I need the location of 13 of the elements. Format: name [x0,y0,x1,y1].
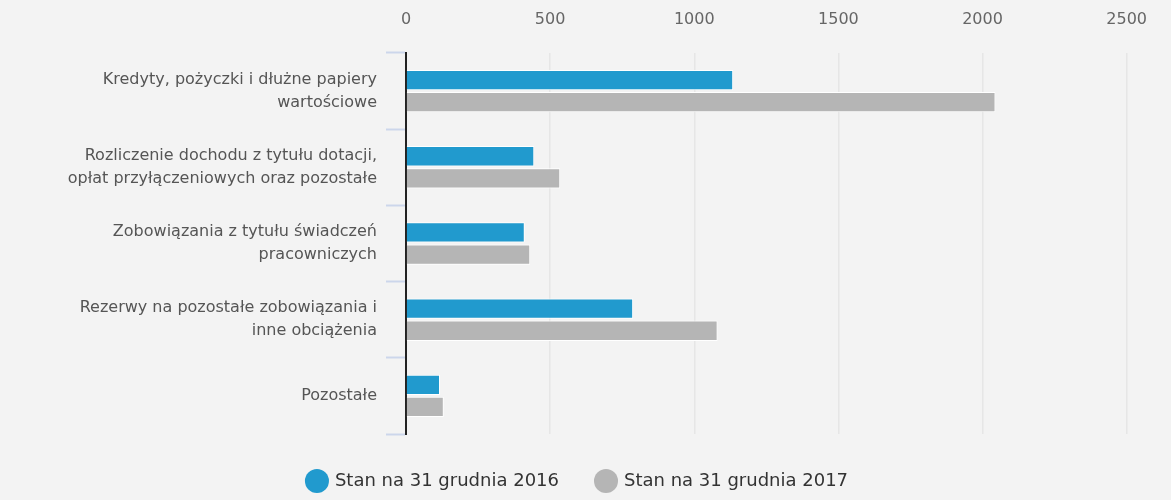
x-tick-label: 2500 [1106,8,1147,28]
x-tick-label: 500 [534,8,566,28]
x-tick-label: 2000 [962,8,1003,28]
x-tick-label: 0 [400,8,412,28]
y-tick-label: Kredyty, pożyczki i dłużne papiery wartościowe [102,68,377,111]
y-tick-label: Zobowiązania z tytułu świadczeń pracowniczych [112,221,377,264]
legend-label: Stan na 31 grudnia 2017 [624,468,849,490]
y-tick-label: Rezerwy na pozostałe zobowiązania i inne obciążenia [79,297,377,340]
x-tick-label: 1500 [818,8,859,28]
y-tick-label: Pozostałe [301,385,377,405]
x-tick-label: 1000 [673,8,715,28]
legend-label: Stan na 31 grudnia 2016 [334,468,559,490]
y-tick-label: Rozliczenie dochodu z tytułu dotacji, opłat przyłączeniowych oraz pozostałe [67,144,377,188]
